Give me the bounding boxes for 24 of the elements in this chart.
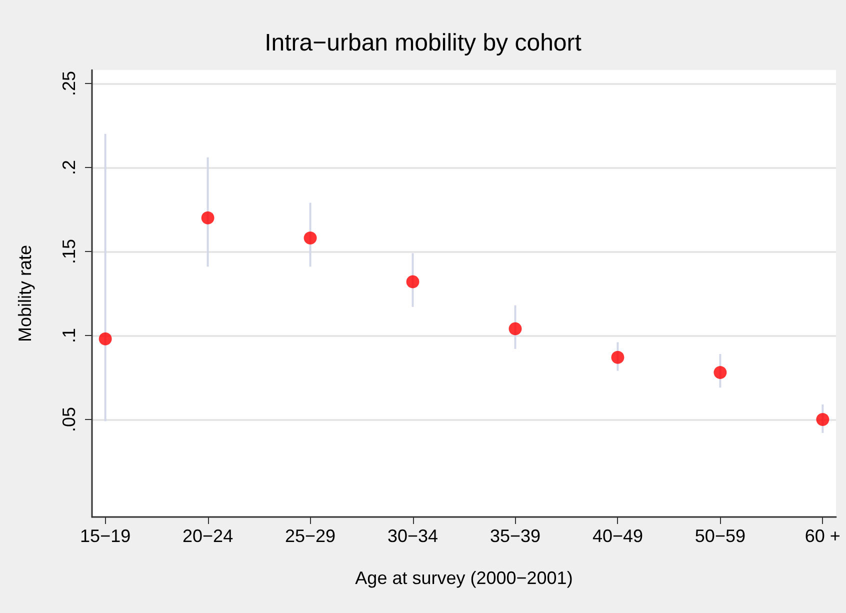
- y-tick-label: .15: [59, 238, 79, 264]
- x-tick-label: 60 +: [804, 526, 840, 546]
- point: [201, 211, 214, 224]
- x-tick-label: 50−59: [694, 526, 746, 546]
- y-tick-label: .05: [59, 407, 79, 432]
- y-tick-label: .1: [59, 328, 79, 344]
- point: [98, 332, 112, 346]
- x-tick-label: 40−49: [592, 526, 643, 546]
- x-tick-label: 25−29: [285, 526, 336, 546]
- x-tick-label: 30−34: [387, 526, 438, 546]
- point: [508, 322, 522, 336]
- x-tick-label: 35−39: [490, 526, 541, 546]
- x-tick-label: 20−24: [182, 526, 234, 546]
- point: [714, 366, 727, 379]
- y-tick-label: .25: [59, 70, 79, 96]
- x-tick-label: 15−19: [80, 526, 131, 546]
- point: [816, 413, 830, 426]
- y-axis-title: Mobility rate: [15, 244, 35, 342]
- point: [406, 275, 420, 288]
- point: [611, 350, 624, 364]
- y-tick-label: .2: [59, 160, 79, 175]
- point: [304, 232, 317, 245]
- x-axis-title: Age at survey (2000−2001): [355, 568, 573, 588]
- chart-title: Intra−urban mobility by cohort: [264, 30, 582, 56]
